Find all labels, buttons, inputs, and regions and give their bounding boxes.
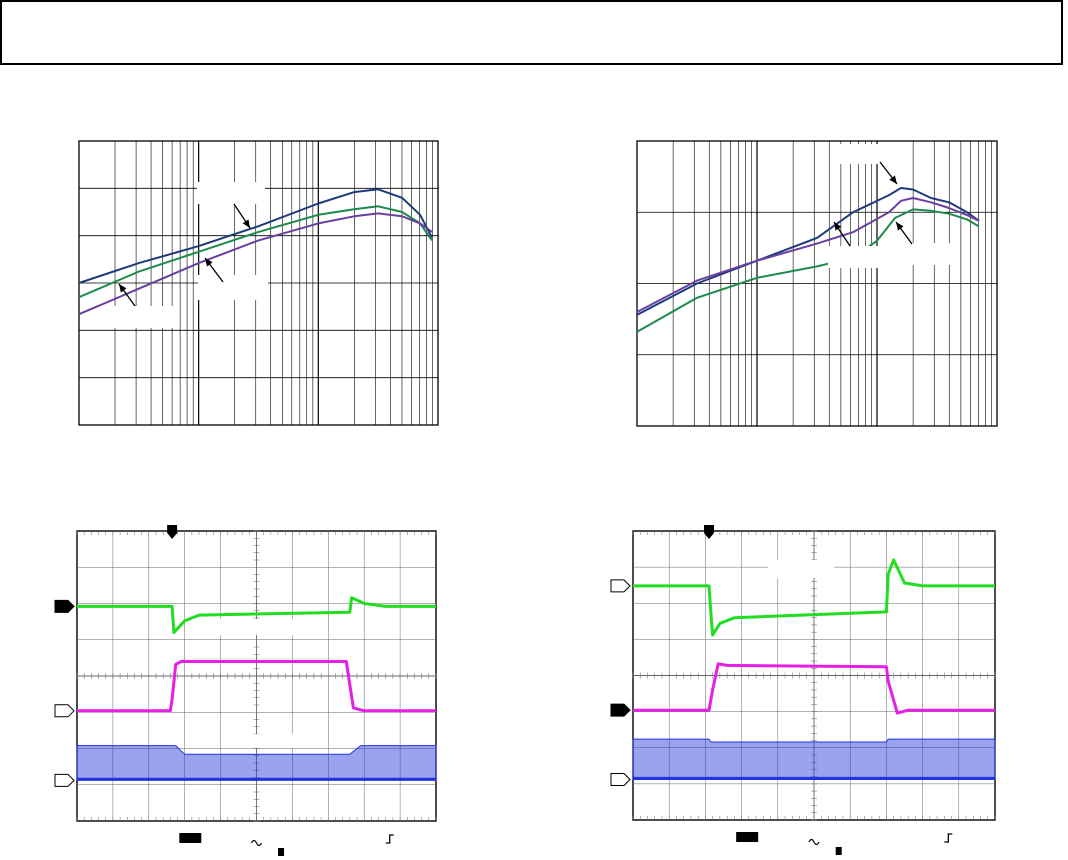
scope-trace-band (632, 738, 996, 780)
series-line-purple (636, 197, 980, 313)
trigger-marker (704, 525, 715, 539)
callout-arrow-head (205, 258, 213, 267)
series-line-green (636, 208, 980, 333)
series-line-navy (78, 188, 433, 284)
chart-top-left (78, 140, 439, 426)
rising-edge-icon (385, 834, 394, 844)
channel-marker (610, 703, 631, 717)
series-line-green (78, 205, 433, 299)
channel-marker (610, 773, 631, 787)
scope-trace-scope_magenta (77, 660, 436, 713)
series-line-purple (78, 212, 433, 316)
channel-marker (54, 773, 75, 787)
scope-trace-scope_green (633, 558, 995, 637)
scope-grid (632, 530, 996, 821)
callout-label-box (828, 246, 890, 268)
callout-label-box (898, 243, 956, 265)
channel-marker (54, 599, 75, 613)
channel-marker (610, 579, 631, 593)
trigger-marker (167, 525, 178, 539)
callout-label-box (198, 275, 268, 300)
ac-coupling-icon (250, 839, 263, 847)
ac-coupling-icon (808, 838, 820, 846)
scope-label-box (768, 560, 834, 578)
bw-limit-icon (835, 847, 842, 855)
rising-edge-icon (944, 833, 953, 843)
header-box (0, 0, 1063, 65)
scope-trace-band (76, 745, 437, 781)
scope-label-box (243, 734, 295, 748)
scope-label-box (192, 619, 324, 635)
bw-limit-icon (278, 848, 285, 856)
scope-trace-scope_magenta (633, 662, 995, 715)
callout-arrow-head (119, 284, 127, 293)
callout-arrow-head (896, 222, 904, 231)
channel-marker (54, 704, 75, 718)
callout-arrow-head (889, 175, 897, 184)
scope-bottom-left (54, 525, 437, 856)
scope-bottom-right (610, 525, 996, 855)
callout-label-box (838, 144, 884, 164)
callout-label-box (197, 182, 265, 204)
chart-top-right (636, 140, 998, 427)
channel-badge-icon (736, 832, 759, 842)
callout-label-box (112, 306, 178, 328)
callout-arrow-head (834, 222, 842, 231)
scope-trace-scope_green (77, 596, 436, 634)
channel-badge-icon (179, 833, 202, 843)
callout-arrow-head (242, 219, 250, 228)
